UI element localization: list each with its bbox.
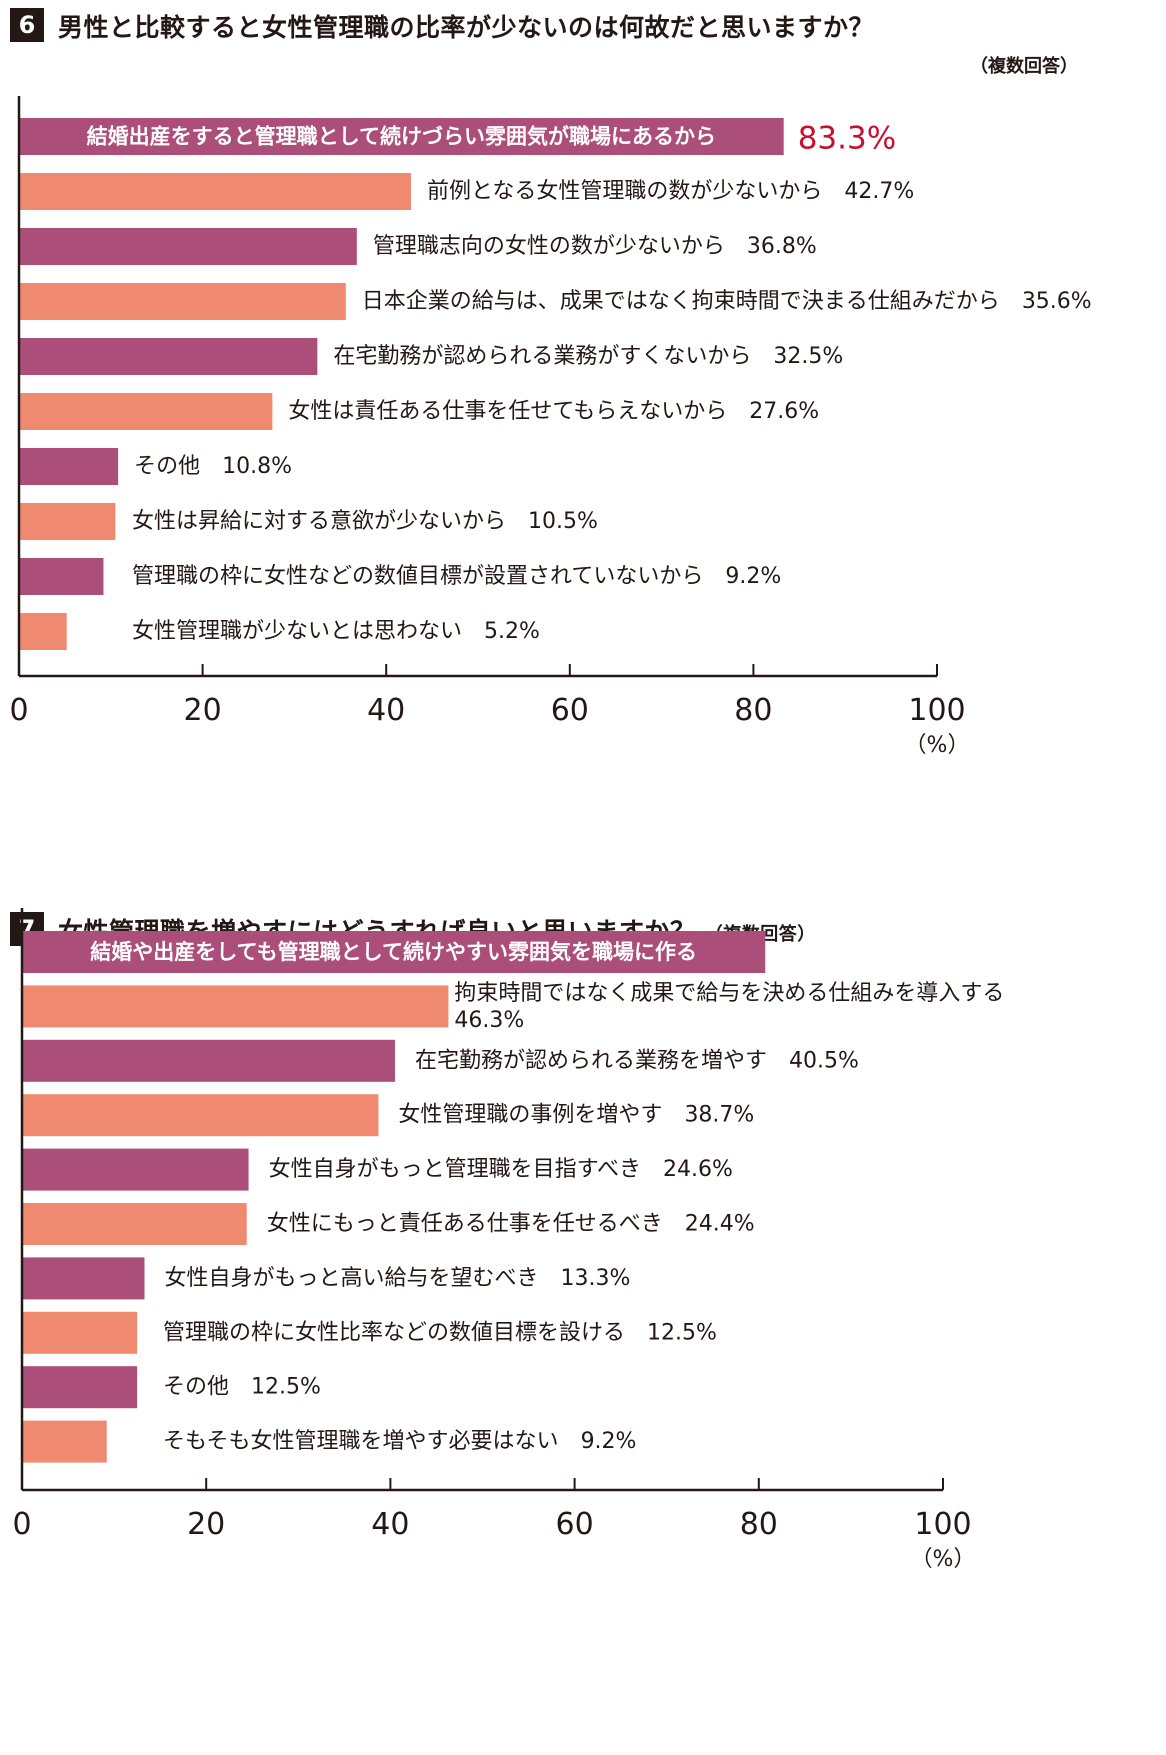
- bar: [19, 283, 346, 320]
- x-tick-label: 100: [908, 693, 965, 728]
- data-label: 24.4%: [685, 1212, 755, 1237]
- data-label: 46.3%: [454, 1008, 524, 1033]
- bar: [19, 558, 104, 595]
- x-tick-label: 0: [12, 1507, 31, 1542]
- bar-label: 結婚や出産をしても管理職として続けやすい雰囲気を職場に作る: [90, 940, 697, 964]
- bar-label: 日本企業の給与は、成果ではなく拘束時間で決まる仕組みだから: [362, 289, 1000, 314]
- x-tick-label: 20: [184, 693, 222, 728]
- question-number-6: 6: [10, 8, 44, 42]
- data-label: 9.2%: [581, 1429, 637, 1454]
- bar-label: 管理職志向の女性の数が少ないから: [373, 234, 725, 259]
- bar: [19, 613, 67, 650]
- x-tick-label: 0: [9, 693, 28, 728]
- bar: [22, 985, 449, 1028]
- data-label: 38.7%: [684, 1103, 754, 1128]
- x-unit-label: （%）: [911, 1547, 976, 1572]
- bar-label: その他: [134, 454, 200, 479]
- data-label: 13.3%: [561, 1266, 631, 1291]
- bar: [19, 228, 357, 265]
- data-label: 9.2%: [725, 564, 781, 589]
- bar: [19, 448, 119, 485]
- bar: [19, 118, 784, 155]
- bar-label: 女性は責任ある仕事を任せてもらえないから: [288, 399, 727, 424]
- x-tick-label: 80: [734, 693, 772, 728]
- bar: [22, 1039, 396, 1082]
- bar-label: 女性自身がもっと管理職を目指すべき: [269, 1157, 641, 1182]
- bar: [22, 1366, 138, 1409]
- x-tick-label: 60: [551, 693, 589, 728]
- bar: [22, 1094, 379, 1137]
- bar: [19, 173, 411, 210]
- bar-label: その他: [163, 1375, 229, 1400]
- x-tick-label: 100: [914, 1507, 971, 1542]
- bar-label: 女性管理職の事例を増やす: [398, 1103, 662, 1128]
- bar-label: 在宅勤務が認められる業務がすくないから: [333, 344, 751, 369]
- x-tick-label: 40: [371, 1507, 409, 1542]
- data-label: 35.6%: [1022, 289, 1092, 314]
- bar-label: 女性自身がもっと高い給与を望むべき: [164, 1266, 538, 1291]
- bar: [22, 1257, 145, 1300]
- data-label: 12.5%: [251, 1375, 321, 1400]
- x-tick-label: 60: [556, 1507, 594, 1542]
- bar: [19, 338, 318, 375]
- bar-label: 拘束時間ではなく成果で給与を決める仕組みを導入する: [454, 981, 1004, 1006]
- chart-q6: 結婚出産をすると管理職として続けづらい雰囲気が職場にあるから 83.3% 前例となる…: [9, 96, 1092, 758]
- question-6-title: 男性と比較すると女性管理職の比率が少ないのは何故だと思いますか？: [58, 13, 875, 42]
- bar: [22, 1148, 249, 1191]
- bar-label: そもそも女性管理職を増やす必要はない: [163, 1429, 559, 1454]
- data-label: 12.5%: [647, 1320, 717, 1345]
- data-label: 40.5%: [789, 1048, 859, 1073]
- question-6-note: （複数回答）: [970, 56, 1078, 77]
- bar-label: 前例となる女性管理職の数が少ないから: [427, 179, 822, 204]
- bar-label: 女性管理職が少ないとは思わない: [132, 619, 462, 644]
- bar-label: 在宅勤務が認められる業務を増やす: [415, 1048, 767, 1073]
- data-label: 27.6%: [749, 399, 819, 424]
- x-tick-label: 80: [740, 1507, 778, 1542]
- bar-label: 女性にもっと責任ある仕事を任せるべき: [267, 1212, 663, 1237]
- x-tick-label: 20: [187, 1507, 225, 1542]
- bar-label: 女性は昇給に対する意欲が少ないから: [132, 509, 506, 534]
- data-label: 32.5%: [773, 344, 843, 369]
- bar-label: 管理職の枠に女性比率などの数値目標を設ける: [163, 1320, 625, 1345]
- bar: [19, 393, 273, 430]
- bar-label: 結婚出産をすると管理職として続けづらい雰囲気が職場にあるから: [87, 125, 716, 149]
- bar: [19, 503, 116, 540]
- bar: [22, 1203, 247, 1245]
- bar-label: 管理職の枠に女性などの数値目標が設置されていないから: [132, 564, 703, 589]
- data-label: 10.8%: [222, 454, 292, 479]
- data-label: 24.6%: [663, 1157, 733, 1182]
- data-label: 5.2%: [484, 619, 540, 644]
- x-tick-label: 40: [367, 693, 405, 728]
- bar: [22, 1420, 107, 1463]
- bar: [22, 1311, 138, 1354]
- x-unit-label: （%）: [905, 733, 970, 758]
- bar: [22, 931, 766, 973]
- data-label: 42.7%: [844, 179, 914, 204]
- data-label: 10.5%: [528, 509, 598, 534]
- data-label: 36.8%: [747, 234, 817, 259]
- data-label: 83.3%: [798, 121, 896, 157]
